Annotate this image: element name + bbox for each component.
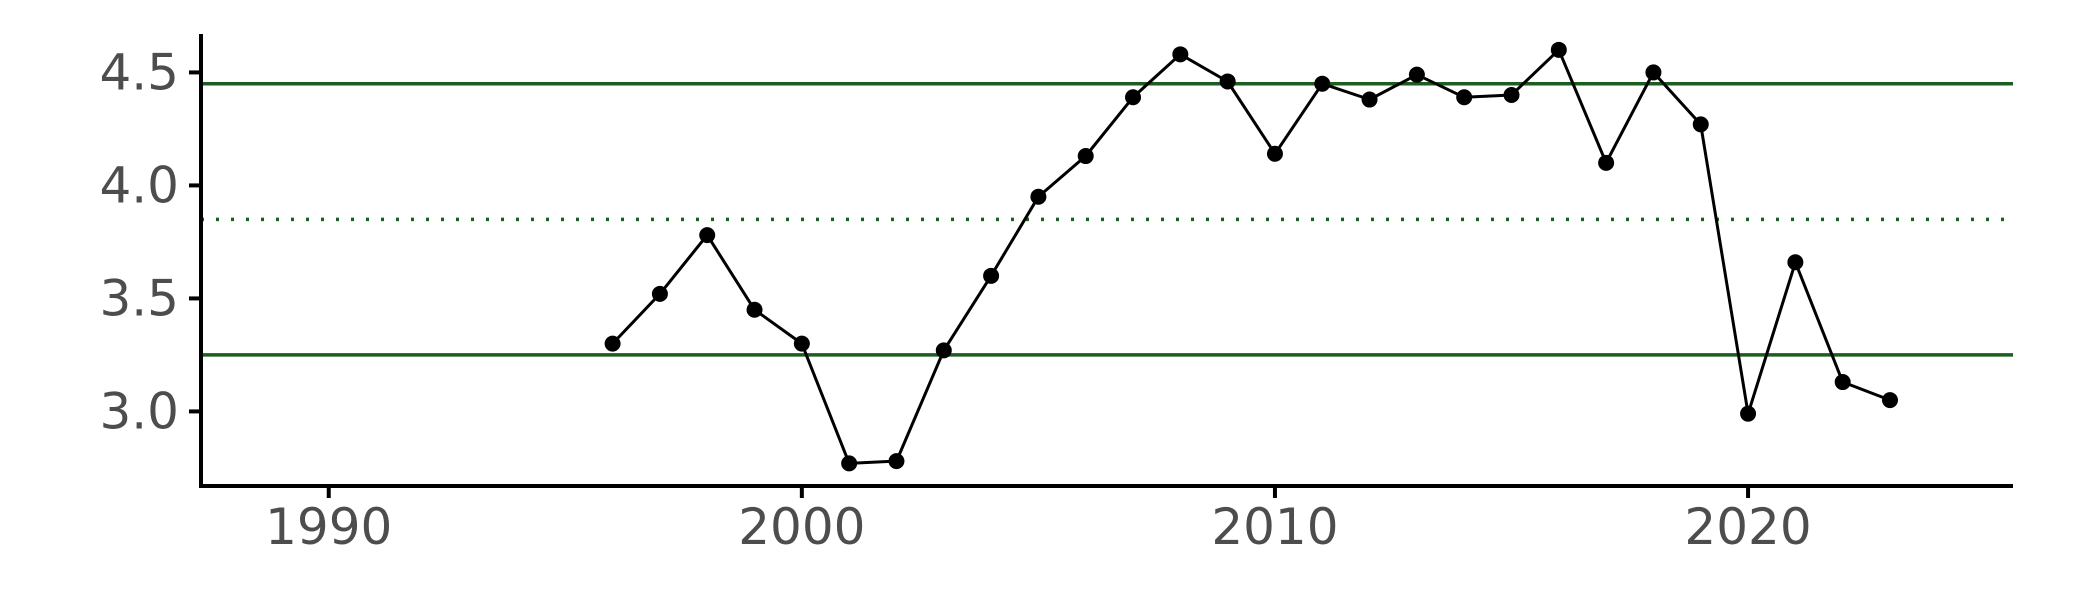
- x-tick-label: 2000: [738, 498, 865, 556]
- data-point: [841, 455, 858, 472]
- y-tick-label: 4.5: [99, 43, 179, 101]
- axes: [199, 34, 2013, 488]
- x-axis-ticks: 1990 2000 2010 2020: [265, 486, 1812, 556]
- data-point: [935, 342, 952, 359]
- y-axis-ticks: 3.0 3.5 4.0 4.5: [99, 43, 201, 440]
- data-point: [1077, 148, 1094, 165]
- x-tick-label: 2010: [1211, 498, 1338, 556]
- reference-lines: [201, 81, 2013, 357]
- x-tick-label: 2020: [1684, 498, 1811, 556]
- data-point: [699, 227, 716, 244]
- data-point: [1456, 89, 1473, 106]
- x-tick-label: 1990: [265, 498, 392, 556]
- data-point: [1408, 66, 1425, 83]
- data-point: [1692, 116, 1709, 133]
- data-point: [1266, 145, 1283, 162]
- data-point: [651, 285, 668, 302]
- data-series: [604, 41, 1898, 472]
- data-point: [1740, 405, 1757, 422]
- data-point: [1030, 188, 1047, 205]
- data-point: [1881, 392, 1898, 409]
- data-point: [888, 453, 905, 470]
- data-point: [1314, 75, 1331, 92]
- y-tick-label: 4.0: [99, 156, 179, 214]
- data-point: [604, 335, 621, 352]
- data-point: [1503, 87, 1520, 104]
- data-point: [983, 267, 1000, 284]
- data-point: [746, 301, 763, 318]
- y-tick-label: 3.5: [99, 269, 179, 327]
- data-point: [1598, 154, 1615, 171]
- data-point: [1219, 73, 1236, 90]
- data-point: [1787, 254, 1804, 271]
- data-point: [1125, 89, 1142, 106]
- data-point: [1645, 64, 1662, 81]
- series-line: [611, 48, 1891, 465]
- data-point: [1550, 41, 1567, 58]
- data-point: [1834, 374, 1851, 391]
- data-point: [1172, 46, 1189, 63]
- data-point: [1361, 91, 1378, 108]
- y-tick-label: 3.0: [99, 382, 179, 440]
- data-point: [793, 335, 810, 352]
